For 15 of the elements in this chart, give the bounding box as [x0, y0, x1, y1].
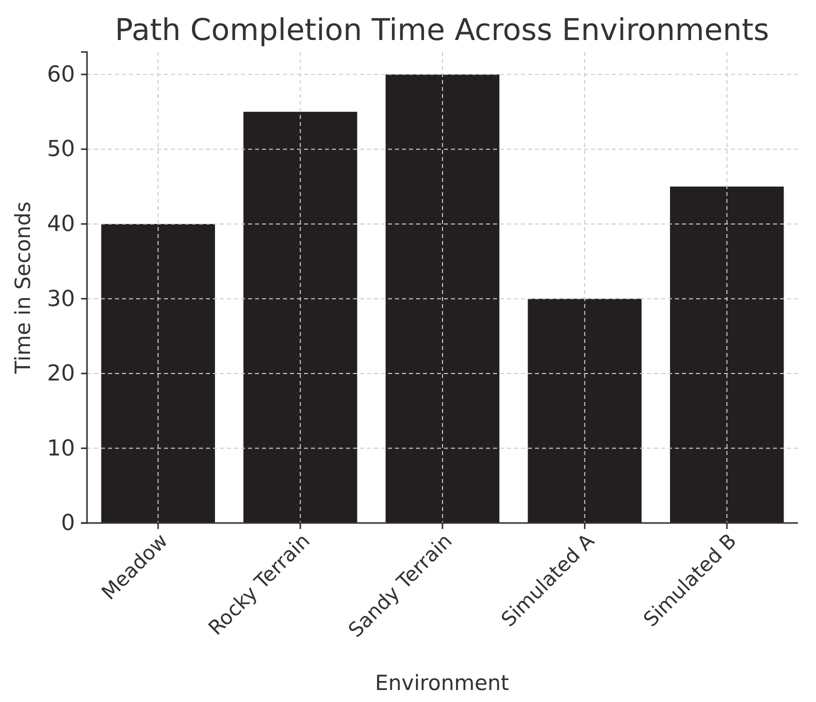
bar [243, 112, 358, 523]
y-tick-label: 30 [47, 286, 75, 312]
bar [528, 298, 642, 523]
y-tick-label: 40 [47, 212, 75, 237]
y-tick-label: 60 [47, 62, 75, 88]
y-tick-label: 50 [47, 137, 75, 162]
y-axis-title: Time in Seconds [11, 201, 35, 375]
y-tick-label: 20 [47, 362, 75, 387]
y-tick-label: 0 [61, 511, 75, 536]
bar [101, 224, 215, 523]
bar [670, 186, 784, 523]
chart-title: Path Completion Time Across Environments [114, 13, 770, 48]
x-axis-title: Environment [374, 671, 510, 695]
bar [386, 74, 500, 523]
y-tick-label: 10 [47, 436, 75, 462]
